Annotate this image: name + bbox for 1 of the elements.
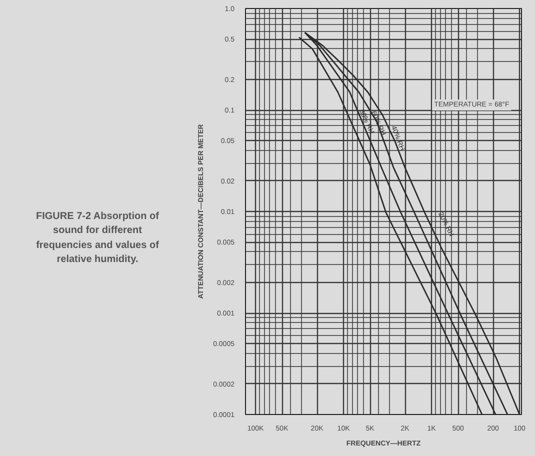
caption: FIGURE 7-2 Absorption of sound for different frequencies and values of relative humidity. (36, 210, 159, 267)
